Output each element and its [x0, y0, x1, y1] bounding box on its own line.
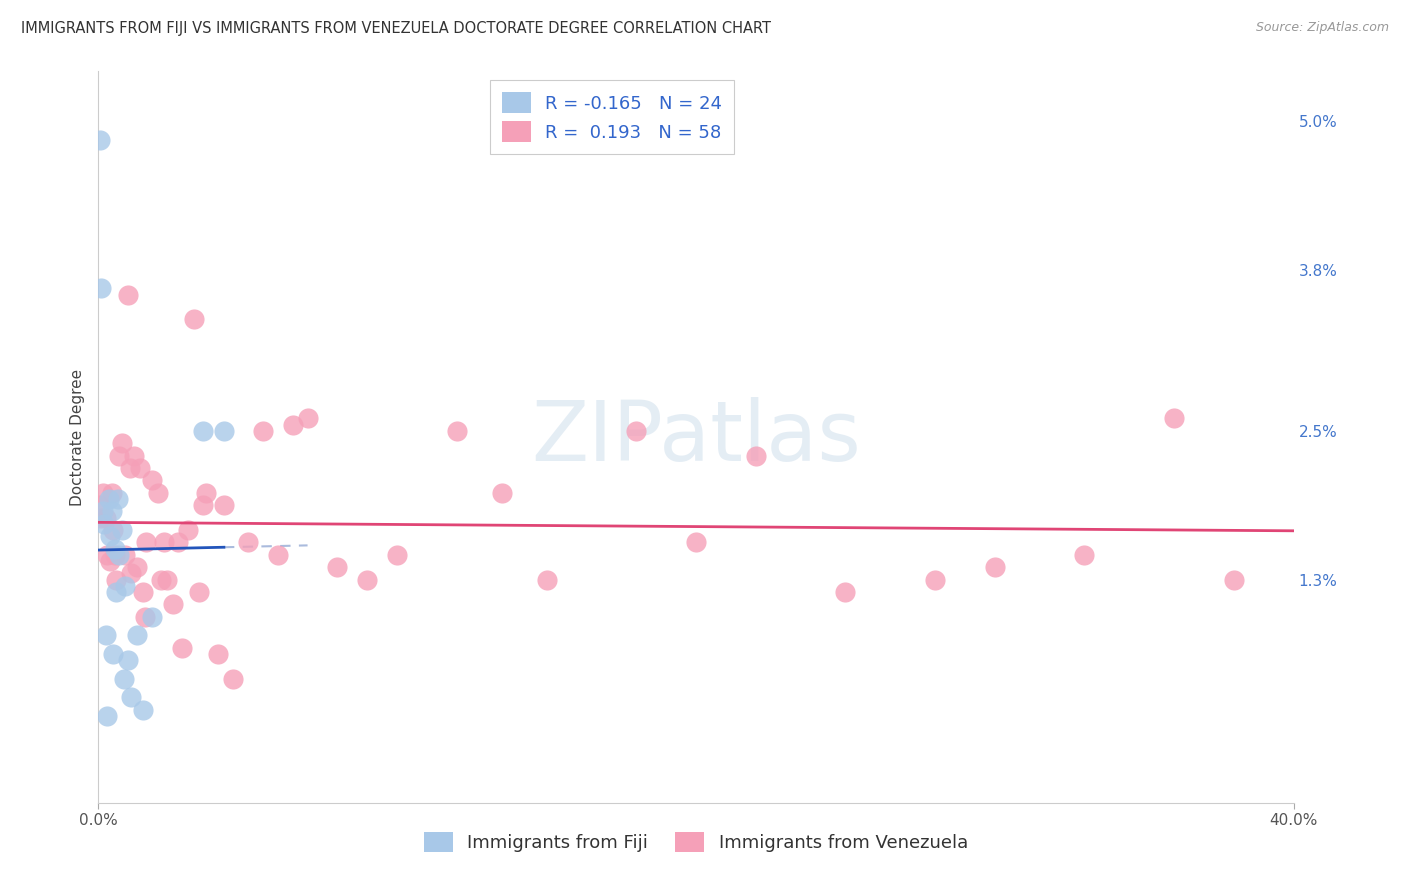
- Point: [93, 516, 115, 531]
- Legend: Immigrants from Fiji, Immigrants from Venezuela: Immigrants from Fiji, Immigrants from Ve…: [416, 824, 976, 860]
- Text: ZIPatlas: ZIPatlas: [531, 397, 860, 477]
- Point: [1163, 411, 1185, 425]
- Point: [90, 281, 112, 295]
- Point: [96, 709, 118, 723]
- Point: [236, 535, 259, 549]
- Point: [108, 548, 131, 562]
- Point: [103, 647, 125, 661]
- Point: [156, 573, 179, 587]
- Point: [89, 498, 111, 512]
- Point: [90, 510, 112, 524]
- Point: [104, 541, 127, 556]
- Point: [297, 411, 319, 425]
- Point: [446, 424, 468, 438]
- Point: [97, 491, 120, 506]
- Point: [91, 504, 114, 518]
- Point: [134, 610, 156, 624]
- Point: [153, 535, 176, 549]
- Point: [162, 598, 184, 612]
- Point: [101, 486, 124, 500]
- Point: [267, 548, 290, 562]
- Point: [150, 573, 173, 587]
- Point: [105, 573, 128, 587]
- Point: [112, 672, 135, 686]
- Point: [1223, 573, 1246, 587]
- Point: [187, 585, 209, 599]
- Point: [195, 486, 218, 500]
- Point: [166, 535, 188, 549]
- Point: [984, 560, 1007, 574]
- Point: [177, 523, 200, 537]
- Point: [94, 628, 117, 642]
- Point: [207, 647, 229, 661]
- Point: [745, 449, 768, 463]
- Point: [212, 498, 235, 512]
- Point: [117, 653, 139, 667]
- Point: [127, 560, 149, 574]
- Point: [141, 474, 163, 488]
- Point: [114, 579, 136, 593]
- Point: [281, 417, 304, 432]
- Point: [96, 548, 118, 562]
- Point: [124, 449, 146, 463]
- Point: [132, 703, 155, 717]
- Point: [536, 573, 558, 587]
- Point: [107, 491, 129, 506]
- Point: [114, 548, 136, 562]
- Point: [356, 573, 378, 587]
- Point: [212, 424, 235, 438]
- Point: [98, 529, 122, 543]
- Point: [626, 424, 648, 438]
- Point: [94, 510, 117, 524]
- Point: [111, 523, 134, 537]
- Point: [172, 640, 194, 655]
- Point: [98, 554, 122, 568]
- Point: [104, 548, 127, 562]
- Y-axis label: Doctorate Degree: Doctorate Degree: [69, 368, 84, 506]
- Point: [191, 424, 214, 438]
- Point: [89, 132, 111, 146]
- Point: [103, 523, 125, 537]
- Text: IMMIGRANTS FROM FIJI VS IMMIGRANTS FROM VENEZUELA DOCTORATE DEGREE CORRELATION C: IMMIGRANTS FROM FIJI VS IMMIGRANTS FROM …: [21, 21, 770, 36]
- Point: [1073, 548, 1095, 562]
- Point: [924, 573, 946, 587]
- Point: [105, 585, 128, 599]
- Text: Source: ZipAtlas.com: Source: ZipAtlas.com: [1256, 21, 1389, 34]
- Point: [183, 312, 205, 326]
- Point: [127, 628, 149, 642]
- Point: [101, 504, 124, 518]
- Point: [222, 672, 245, 686]
- Point: [129, 461, 152, 475]
- Point: [252, 424, 274, 438]
- Point: [120, 690, 142, 705]
- Point: [191, 498, 214, 512]
- Point: [120, 566, 142, 581]
- Point: [111, 436, 134, 450]
- Point: [834, 585, 856, 599]
- Point: [685, 535, 707, 549]
- Point: [135, 535, 157, 549]
- Point: [141, 610, 163, 624]
- Point: [118, 461, 141, 475]
- Point: [326, 560, 349, 574]
- Point: [91, 486, 114, 500]
- Point: [491, 486, 513, 500]
- Point: [132, 585, 155, 599]
- Point: [385, 548, 409, 562]
- Point: [117, 287, 139, 301]
- Point: [108, 449, 131, 463]
- Point: [148, 486, 170, 500]
